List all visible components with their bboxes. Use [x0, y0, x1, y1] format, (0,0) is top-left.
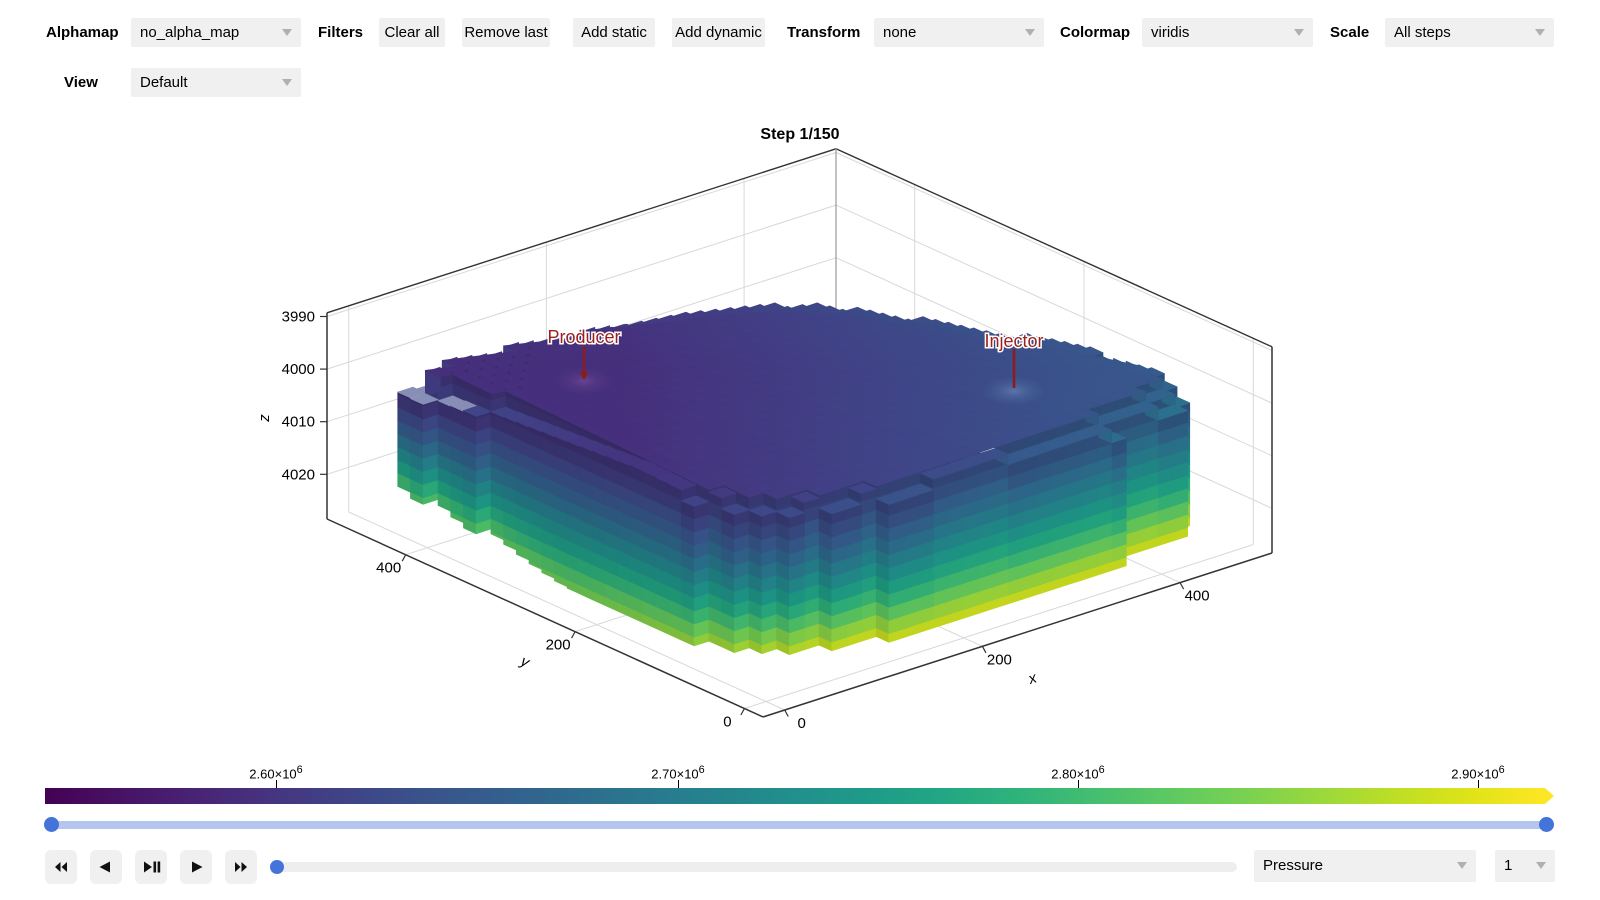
svg-text:y: y	[517, 652, 533, 672]
svg-text:4000: 4000	[282, 361, 315, 378]
svg-text:z: z	[256, 414, 273, 423]
svg-text:4020: 4020	[282, 466, 315, 483]
svg-text:Injector: Injector	[984, 331, 1043, 351]
svg-text:x: x	[1025, 669, 1039, 688]
svg-text:200: 200	[987, 651, 1012, 668]
svg-text:200: 200	[546, 637, 571, 654]
svg-text:3990: 3990	[282, 309, 315, 326]
svg-text:0: 0	[723, 714, 731, 731]
svg-text:400: 400	[376, 560, 401, 577]
svg-text:400: 400	[1185, 588, 1210, 605]
svg-text:0: 0	[798, 715, 806, 732]
svg-text:4010: 4010	[282, 414, 315, 431]
svg-text:Producer: Producer	[547, 327, 620, 347]
